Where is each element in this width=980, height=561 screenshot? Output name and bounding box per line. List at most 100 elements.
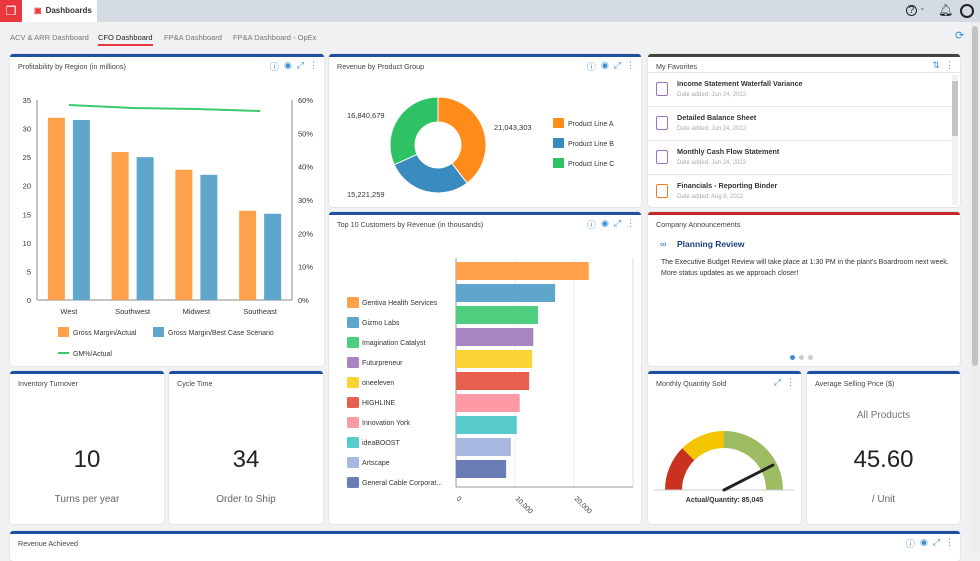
info-icon[interactable]: ⓘ <box>905 539 915 549</box>
x-tick-label: 10,000 <box>514 495 534 515</box>
bar-gross-margin-actual <box>239 210 257 300</box>
bar-gross-margin-actual <box>47 117 65 300</box>
announcement-heading: Planning Review <box>677 239 745 249</box>
info-icon[interactable]: ⓘ <box>586 62 596 72</box>
panel-title: Monthly Quantity Sold <box>656 379 727 388</box>
gm-percent-line <box>68 104 261 112</box>
donut-slice <box>437 96 487 184</box>
favorite-title: Income Statement Waterfall Variance <box>677 79 803 88</box>
favorite-item[interactable]: Financials - Reporting Binder Date added:… <box>648 175 951 207</box>
profitability-panel: Profitability by Region (in millions) ⓘ ◉… <box>10 54 324 366</box>
gauge-segment <box>724 431 766 461</box>
page-scrollbar[interactable] <box>970 22 980 551</box>
customer-bar <box>456 350 533 368</box>
audio-icon[interactable]: ◉ <box>600 60 609 70</box>
more-icon[interactable]: ⋮ <box>945 537 954 547</box>
legend-label: General Cable Corporat... <box>362 480 442 487</box>
sort-icon[interactable]: ⇅ <box>932 60 940 70</box>
more-icon[interactable]: ⋮ <box>626 60 635 70</box>
expand-icon[interactable]: ⤢ <box>932 537 940 547</box>
panel-title: Average Selling Price ($) <box>815 379 895 388</box>
panel-title: Inventory Turnover <box>18 379 78 388</box>
info-icon[interactable]: ⓘ <box>269 62 279 72</box>
expand-icon[interactable]: ⤢ <box>613 218 621 228</box>
favorite-date: Date added: Jun 24, 2022 <box>677 126 747 132</box>
legend-swatch <box>153 327 164 337</box>
inventory-turnover-panel: Inventory Turnover 10 Turns per year <box>10 371 164 524</box>
legend-swatch <box>347 317 359 328</box>
more-icon[interactable]: ⋮ <box>786 377 795 387</box>
legend-swatch <box>553 138 564 148</box>
x-tick-label: West <box>60 307 78 316</box>
bar-gross-margin-actual <box>175 169 193 300</box>
tab-cfo[interactable]: CFO Dashboard <box>98 33 153 46</box>
tab-dashboards[interactable]: ▣ Dashboards <box>22 0 97 22</box>
announcements-panel: Company Announcements ∞ Planning Review … <box>648 212 960 366</box>
kpi-subtitle: All Products <box>856 410 911 421</box>
legend-label: GM%/Actual <box>73 351 112 358</box>
audio-icon[interactable]: ◉ <box>283 60 292 70</box>
more-icon[interactable]: ⋮ <box>309 60 318 70</box>
audio-icon[interactable]: ◉ <box>600 218 609 228</box>
legend-label: ideaBOOST <box>362 440 400 447</box>
user-avatar[interactable] <box>960 4 974 18</box>
tab-fpa[interactable]: FP&A Dashboard <box>164 33 222 42</box>
chevron-down-icon[interactable]: ⌄ <box>919 3 926 12</box>
kpi-unit: Order to Ship <box>216 494 276 505</box>
favorite-item[interactable]: Detailed Balance Sheet Date added: Jun 24… <box>648 107 951 141</box>
audio-icon[interactable]: ◉ <box>919 537 928 547</box>
tab-label: Dashboards <box>45 6 92 15</box>
expand-icon[interactable]: ⤢ <box>773 377 781 387</box>
legend-swatch <box>347 357 359 368</box>
more-icon[interactable]: ⋮ <box>945 60 954 70</box>
favorite-title: Detailed Balance Sheet <box>677 113 757 122</box>
expand-icon[interactable]: ⤢ <box>296 60 304 70</box>
favorite-item[interactable]: Income Statement Waterfall Variance Date … <box>648 73 951 107</box>
legend-swatch <box>347 417 359 428</box>
legend-swatch <box>58 327 69 337</box>
y2-tick-label: 0% <box>298 296 309 305</box>
favorites-scrollbar[interactable] <box>952 75 958 205</box>
customer-bar <box>456 460 507 478</box>
favorite-item[interactable]: Monthly Cash Flow Statement Date added: J… <box>648 141 951 175</box>
legend-swatch <box>347 377 359 388</box>
panel-title: Top 10 Customers by Revenue (in thousand… <box>337 220 484 229</box>
customer-bar <box>456 394 520 412</box>
cycle-time-panel: Cycle Time 34 Order to Ship <box>169 371 323 524</box>
panel-title: My Favorites <box>656 62 698 71</box>
help-icon[interactable]: ? <box>906 5 917 16</box>
favorites-panel: My Favorites ⇅ ⋮ Income Statement Waterfa… <box>648 54 960 207</box>
legend-swatch <box>347 337 359 348</box>
report-icon <box>656 116 668 130</box>
more-icon[interactable]: ⋮ <box>626 218 635 228</box>
y-tick-label: 35 <box>23 96 31 105</box>
panel-title: Profitability by Region (in millions) <box>18 62 126 71</box>
legend-label: oneeleven <box>362 380 394 387</box>
y2-tick-label: 10% <box>298 263 313 272</box>
gauge-segment <box>682 431 724 461</box>
revenue-product-group-panel: Revenue by Product Group ⓘ ◉ ⤢ ⋮ Product Li… <box>329 54 641 207</box>
profitability-chart: 0 5 10 15 20 25 30 35 0% 10% 20% 30% 40% 50% 60% West So… <box>23 96 314 358</box>
info-icon[interactable]: ⓘ <box>586 220 596 230</box>
kpi-value: 45.60 <box>853 446 914 473</box>
x-tick-label: 0 <box>455 495 463 503</box>
legend-label: Artscape <box>362 460 390 467</box>
legend-label: Product Line B <box>568 141 614 148</box>
legend-swatch <box>347 437 359 448</box>
tab-fpa-opex[interactable]: FP&A Dashboard - OpEx <box>233 33 317 42</box>
slice-value-label: 15,221,259 <box>347 190 385 199</box>
favorite-title: Monthly Cash Flow Statement <box>677 147 780 156</box>
bell-icon[interactable]: 🔔︎ <box>938 3 954 17</box>
expand-icon[interactable]: ⤢ <box>613 60 621 70</box>
app-logo-icon[interactable]: ❒ <box>0 0 22 22</box>
gauge-needle <box>722 463 775 492</box>
kpi-value: 10 <box>73 446 101 473</box>
tab-acv-arr[interactable]: ACV & ARR Dashboard <box>10 33 89 42</box>
monthly-quantity-panel: Monthly Quantity Sold ⤢ ⋮ Actual/Quantity… <box>648 371 801 524</box>
carousel-dots[interactable] <box>790 355 813 360</box>
legend-swatch <box>553 118 564 128</box>
customer-bar <box>456 416 517 434</box>
refresh-icon[interactable]: ⟳ <box>955 30 965 42</box>
y2-tick-label: 50% <box>298 129 313 138</box>
y-tick-label: 15 <box>23 210 31 219</box>
